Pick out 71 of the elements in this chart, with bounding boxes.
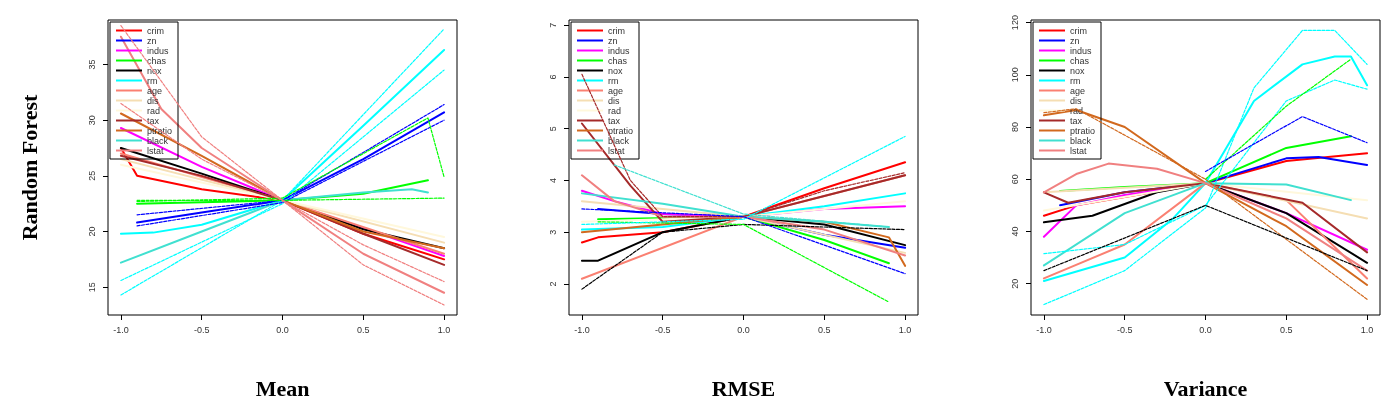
legend-label: indus — [608, 45, 631, 56]
legend-label: chas — [1069, 55, 1090, 66]
legend-label: rm — [147, 75, 158, 86]
x-axis-title: Mean — [255, 375, 310, 401]
x-tick-label: 1.0 — [437, 324, 451, 335]
x-tick-label: 0.0 — [276, 324, 289, 335]
legend-label: chas — [147, 55, 167, 66]
y-tick-label: 25 — [86, 170, 97, 181]
y-axis-title: Random Forest — [16, 94, 42, 241]
y-tick-label: 20 — [1009, 278, 1020, 289]
legend-label: tax — [608, 115, 621, 126]
legend-label: nox — [1069, 65, 1085, 76]
legend-label: lstat — [1069, 145, 1087, 156]
legend-label: age — [608, 85, 624, 96]
y-tick-label: 80 — [1009, 122, 1020, 133]
legend-label: crim — [608, 25, 626, 36]
x-tick-label: 1.0 — [1360, 324, 1373, 335]
legend-label: rad — [147, 105, 161, 116]
legend-label: tax — [147, 115, 160, 126]
x-tick-label: -0.5 — [1116, 324, 1133, 335]
x-tick-label: 0.0 — [737, 324, 751, 335]
legend-label: ptratio — [608, 125, 634, 136]
legend-label: indus — [147, 45, 170, 56]
legend-label: tax — [1069, 115, 1083, 126]
legend-label: black — [608, 135, 630, 146]
legend-label: dis — [1069, 95, 1082, 106]
legend-label: nox — [147, 65, 163, 76]
legend-label: chas — [608, 55, 628, 66]
x-axis-title: RMSE — [712, 375, 776, 401]
legend-label: zn — [1069, 35, 1080, 46]
y-tick-label: 120 — [1009, 15, 1020, 31]
y-tick-label: 2 — [547, 281, 558, 287]
legend-label: lstat — [147, 145, 165, 156]
x-tick-label: -1.0 — [1035, 324, 1052, 335]
legend-label: rad — [608, 105, 622, 116]
legend-label: crim — [147, 25, 164, 36]
x-tick-label: 0.0 — [1198, 324, 1212, 335]
y-tick-label: 6 — [547, 74, 558, 80]
x-axis-title: Variance — [1163, 375, 1248, 401]
y-tick-label: 35 — [86, 59, 97, 70]
legend-label: nox — [608, 65, 624, 76]
legend-label: zn — [147, 35, 157, 46]
x-tick-label: -1.0 — [113, 324, 129, 335]
legend-label: rm — [1069, 75, 1081, 86]
x-tick-label: 1.0 — [899, 324, 912, 335]
x-tick-label: 0.5 — [818, 324, 831, 335]
y-tick-label: 5 — [547, 126, 558, 132]
legend-label: indus — [1069, 45, 1092, 56]
legend-label: dis — [608, 95, 621, 106]
y-tick-label: 4 — [547, 177, 558, 183]
y-tick-label: 7 — [547, 22, 558, 28]
legend-label: lstat — [608, 145, 626, 156]
legend-label: ptratio — [1069, 125, 1095, 136]
x-tick-label: -0.5 — [655, 324, 671, 335]
y-tick-label: 20 — [86, 226, 97, 237]
legend-label: rm — [608, 75, 619, 86]
legend-label: zn — [608, 35, 618, 46]
x-tick-label: -1.0 — [574, 324, 591, 335]
x-tick-label: 0.5 — [357, 324, 370, 335]
y-tick-label: 3 — [547, 229, 558, 235]
y-tick-label: 40 — [1009, 226, 1020, 237]
legend-label: black — [1069, 135, 1092, 146]
y-tick-label: 100 — [1009, 67, 1020, 83]
legend-label: age — [1069, 85, 1085, 96]
y-tick-label: 60 — [1009, 174, 1020, 185]
legend-label: crim — [1069, 25, 1087, 36]
x-tick-label: -0.5 — [193, 324, 210, 335]
y-tick-label: 30 — [86, 115, 97, 126]
legend-label: black — [147, 135, 169, 146]
y-tick-label: 15 — [86, 282, 97, 293]
x-tick-label: 0.5 — [1279, 324, 1293, 335]
